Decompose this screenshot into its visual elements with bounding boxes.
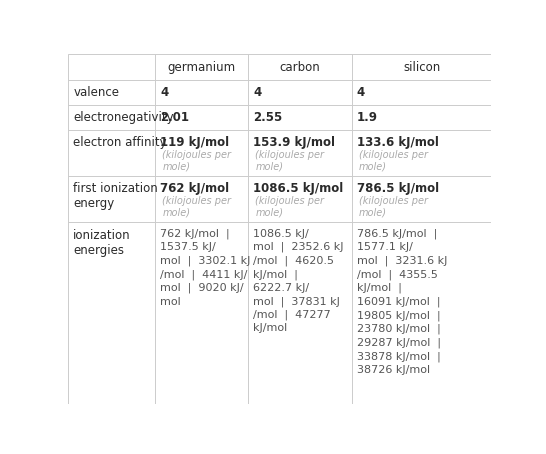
Text: 762 kJ/mol: 762 kJ/mol (160, 183, 229, 195)
Text: (kilojoules per
mole): (kilojoules per mole) (162, 196, 231, 217)
Text: 762 kJ/mol  |
1537.5 kJ/
mol  |  3302.1 kJ
/mol  |  4411 kJ/
mol  |  9020 kJ/
mo: 762 kJ/mol | 1537.5 kJ/ mol | 3302.1 kJ … (160, 228, 251, 306)
Text: (kilojoules per
mole): (kilojoules per mole) (256, 196, 324, 217)
Text: 786.5 kJ/mol  |
1577.1 kJ/
mol  |  3231.6 kJ
/mol  |  4355.5
kJ/mol  |
16091 kJ/: 786.5 kJ/mol | 1577.1 kJ/ mol | 3231.6 k… (357, 228, 447, 375)
Text: (kilojoules per
mole): (kilojoules per mole) (162, 149, 231, 171)
Text: germanium: germanium (168, 60, 236, 74)
Text: 133.6 kJ/mol: 133.6 kJ/mol (357, 136, 439, 149)
Text: electron affinity: electron affinity (73, 136, 167, 149)
Text: silicon: silicon (403, 60, 440, 74)
Text: ionization
energies: ionization energies (73, 228, 131, 257)
Text: (kilojoules per
mole): (kilojoules per mole) (359, 196, 428, 217)
Text: electronegativity: electronegativity (73, 111, 174, 124)
Text: 1.9: 1.9 (357, 111, 378, 124)
Text: 4: 4 (357, 86, 365, 99)
Text: 2.55: 2.55 (253, 111, 282, 124)
Text: 1086.5 kJ/mol: 1086.5 kJ/mol (253, 183, 343, 195)
Text: first ionization
energy: first ionization energy (73, 183, 158, 210)
Text: 119 kJ/mol: 119 kJ/mol (160, 136, 229, 149)
Text: carbon: carbon (280, 60, 321, 74)
Text: (kilojoules per
mole): (kilojoules per mole) (359, 149, 428, 171)
Text: 4: 4 (253, 86, 262, 99)
Text: 1086.5 kJ/
mol  |  2352.6 kJ
/mol  |  4620.5
kJ/mol  |
6222.7 kJ/
mol  |  37831 : 1086.5 kJ/ mol | 2352.6 kJ /mol | 4620.5… (253, 228, 343, 334)
Text: valence: valence (73, 86, 120, 99)
Text: 4: 4 (160, 86, 168, 99)
Text: 153.9 kJ/mol: 153.9 kJ/mol (253, 136, 335, 149)
Text: 786.5 kJ/mol: 786.5 kJ/mol (357, 183, 439, 195)
Text: (kilojoules per
mole): (kilojoules per mole) (256, 149, 324, 171)
Text: 2.01: 2.01 (160, 111, 189, 124)
